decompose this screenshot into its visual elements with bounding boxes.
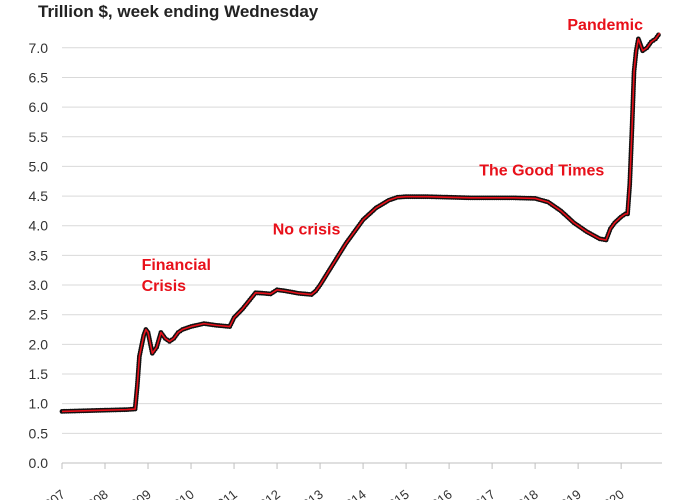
- annotation-label: Pandemic: [567, 17, 643, 34]
- annotation-label: The Good Times: [479, 162, 604, 179]
- x-tick-label: 2010: [165, 487, 197, 500]
- chart-title: Trillion $, week ending Wednesday: [38, 2, 319, 21]
- annotation-label: Financial Crisis: [142, 257, 211, 295]
- x-tick-label: 2008: [79, 487, 111, 500]
- x-tick-label: 2020: [595, 487, 627, 500]
- x-tick-label: 2011: [209, 487, 240, 500]
- x-tick-label: 2007: [36, 487, 68, 500]
- y-tick-label: 7.0: [29, 40, 49, 56]
- annotations: Financial Crisis No crisis The Good Times Pa…: [142, 17, 643, 295]
- y-tick-label: 4.0: [29, 218, 49, 234]
- y-tick-label: 4.5: [29, 188, 49, 204]
- x-tick-label: 2018: [509, 487, 541, 500]
- y-tick-label: 1.0: [29, 396, 49, 412]
- y-tick-label: 0.0: [29, 455, 49, 471]
- y-tick-label: 3.0: [29, 277, 49, 293]
- series-line: [59, 32, 661, 414]
- y-axis-ticks: 0.0 0.5 1.0 1.5 2.0 2.5 3.0 3.5 4.0 4.5 5.0 5.5 6.0 6…: [29, 40, 49, 471]
- x-tick-label: 2012: [251, 487, 283, 500]
- series-path: [61, 32, 661, 413]
- x-tick-label: 2019: [552, 487, 584, 500]
- x-tick-label: 2016: [423, 487, 455, 500]
- x-tick-label: 2014: [337, 487, 369, 500]
- x-tick-label: 2017: [466, 487, 498, 500]
- y-tick-label: 2.5: [29, 307, 49, 323]
- y-tick-label: 6.0: [29, 99, 49, 115]
- annotation-label: No crisis: [273, 222, 341, 239]
- x-axis: 2007 2008 2009 2010 2011 2012 2013 2014 2015 2016…: [36, 462, 662, 500]
- y-tick-label: 6.5: [29, 69, 49, 85]
- y-tick-label: 5.5: [29, 129, 49, 145]
- x-tick-label: 2013: [294, 487, 326, 500]
- x-tick-label: 2015: [380, 487, 412, 500]
- x-tick-label: 2009: [122, 487, 154, 500]
- grid-lines: [62, 47, 662, 434]
- y-tick-label: 0.5: [29, 425, 49, 441]
- y-tick-label: 3.5: [29, 247, 49, 263]
- y-tick-label: 5.0: [29, 158, 49, 174]
- y-tick-label: 1.5: [29, 366, 49, 382]
- y-tick-label: 2.0: [29, 336, 49, 352]
